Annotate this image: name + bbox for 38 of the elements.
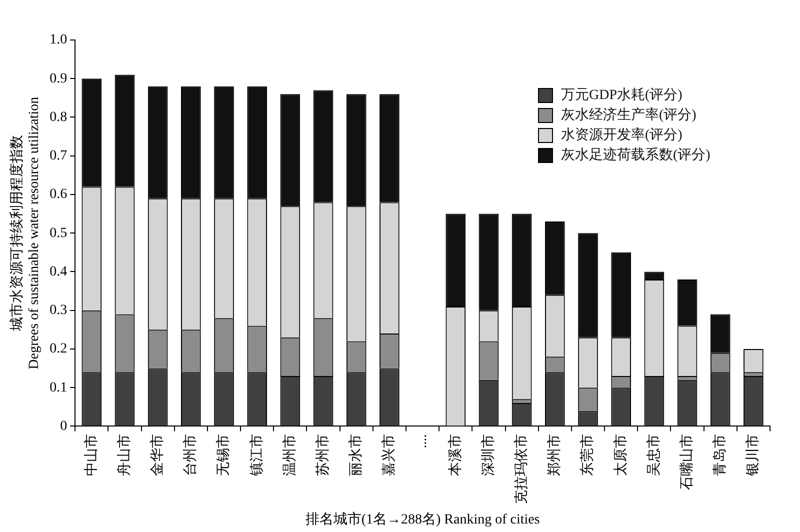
y-tick-label: 0: [60, 418, 68, 434]
y-tick-label: 0.4: [50, 264, 68, 280]
x-tick-label: 中山市: [83, 434, 100, 476]
legend-label: 灰水足迹荷载系数(评分): [561, 146, 710, 164]
legend-label: 万元GDP水耗(评分): [561, 86, 682, 104]
x-tick-label: 台州市: [182, 434, 199, 476]
y-axis-title: 城市水资源可持续利用程度指数 Degrees of sustainable water resource utilization: [9, 96, 42, 370]
x-tick-label: 东莞市: [580, 434, 596, 476]
x-tick-label: 本溪市: [447, 434, 464, 476]
y-tick-label: 0.9: [50, 71, 68, 86]
x-tick-label: 苏州市: [314, 434, 331, 476]
x-tick-label: 深圳市: [480, 434, 496, 476]
x-tick-label: 吴忠市: [646, 434, 662, 476]
x-tick-label: 郑州市: [546, 434, 563, 476]
x-tick-label: 银川市: [745, 434, 762, 478]
x-axis-title: 排名城市(1名→288名) Ranking of cities: [305, 511, 540, 528]
x-tick-label: 无锡市: [216, 434, 232, 476]
y-tick-label: 1.0: [50, 32, 68, 48]
legend-label: 水资源开发率(评分): [561, 126, 682, 144]
x-tick-label: 太原市: [612, 434, 629, 476]
x-tick-label: 金华市: [150, 434, 166, 476]
legend-label: 灰水经济生产率(评分): [561, 106, 696, 124]
x-tick-label: 温州市: [282, 434, 298, 476]
x-tick-label: 舟山市: [116, 434, 132, 476]
x-tick-label: 克拉玛依市: [513, 434, 530, 504]
x-tick-label: ....: [415, 434, 430, 448]
x-tick-label: 嘉兴市: [381, 434, 398, 476]
x-tick-label: 石嘴山市: [678, 434, 695, 490]
y-tick-label: 0.8: [50, 110, 68, 125]
y-tick-label: 0.7: [50, 148, 68, 164]
y-tick-label: 0.3: [50, 303, 68, 318]
x-tick-label: 丽水市: [348, 434, 364, 476]
x-tick-label: 青岛市: [712, 434, 728, 476]
x-tick-label: 镇江市: [248, 434, 265, 478]
y-tick-label: 0.2: [50, 342, 68, 357]
y-tick-label: 0.5: [50, 226, 68, 241]
y-tick-label: 0.6: [50, 187, 68, 202]
y-tick-label: 0.1: [50, 380, 68, 396]
